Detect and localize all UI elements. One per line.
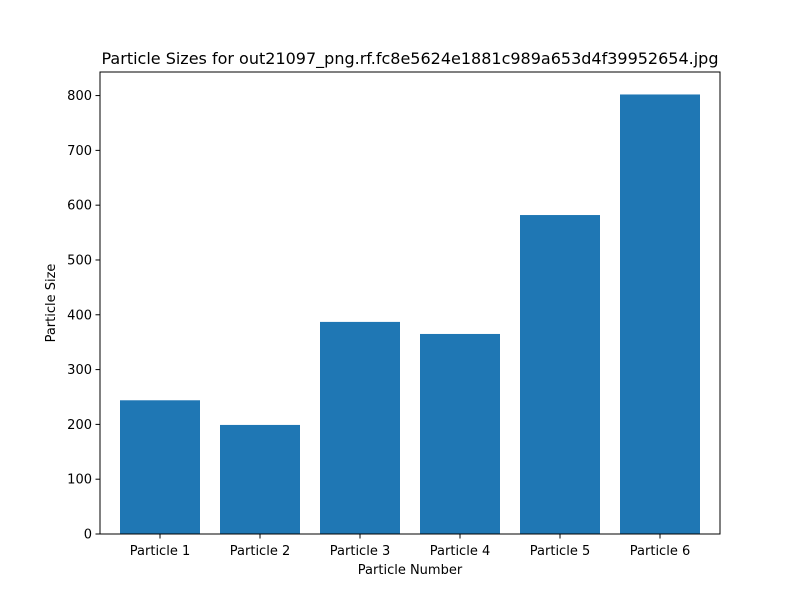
y-tick-label-2: 200 [67,418,92,433]
plot-frame [99,71,721,535]
bars-group [120,94,700,535]
bar-5 [520,215,600,535]
y-tick-label-3: 300 [67,363,92,378]
y-tick-label-4: 400 [67,308,92,323]
y-tick-label-6: 600 [67,199,92,214]
y-tick-label-0: 0 [84,528,92,543]
bar-1 [120,400,200,534]
chart-title: Particle Sizes for out21097_png.rf.fc8e5… [102,49,719,69]
x-tick-label-3: Particle 3 [330,544,390,559]
y-axis-label: Particle Size [44,264,59,343]
bar-2 [220,424,300,534]
bar-6 [620,94,700,534]
y-tick-label-8: 800 [67,89,92,104]
bar-4 [420,333,500,534]
y-tick-label-7: 700 [67,144,92,159]
x-tick-label-4: Particle 4 [430,544,490,559]
x-tick-label-1: Particle 1 [130,544,190,559]
y-axis-ticks: 0 100 200 300 400 500 600 700 800 [67,89,100,543]
y-tick-label-5: 500 [67,253,92,268]
x-axis-ticks: Particle 1 Particle 2 Particle 3 Particle 4… [130,534,690,559]
x-tick-label-5: Particle 5 [530,544,590,559]
y-tick-label-1: 100 [67,473,92,488]
x-tick-label-2: Particle 2 [230,544,290,559]
x-tick-label-6: Particle 6 [630,544,690,559]
bar-3 [320,321,400,534]
x-axis-label: Particle Number [358,563,463,578]
